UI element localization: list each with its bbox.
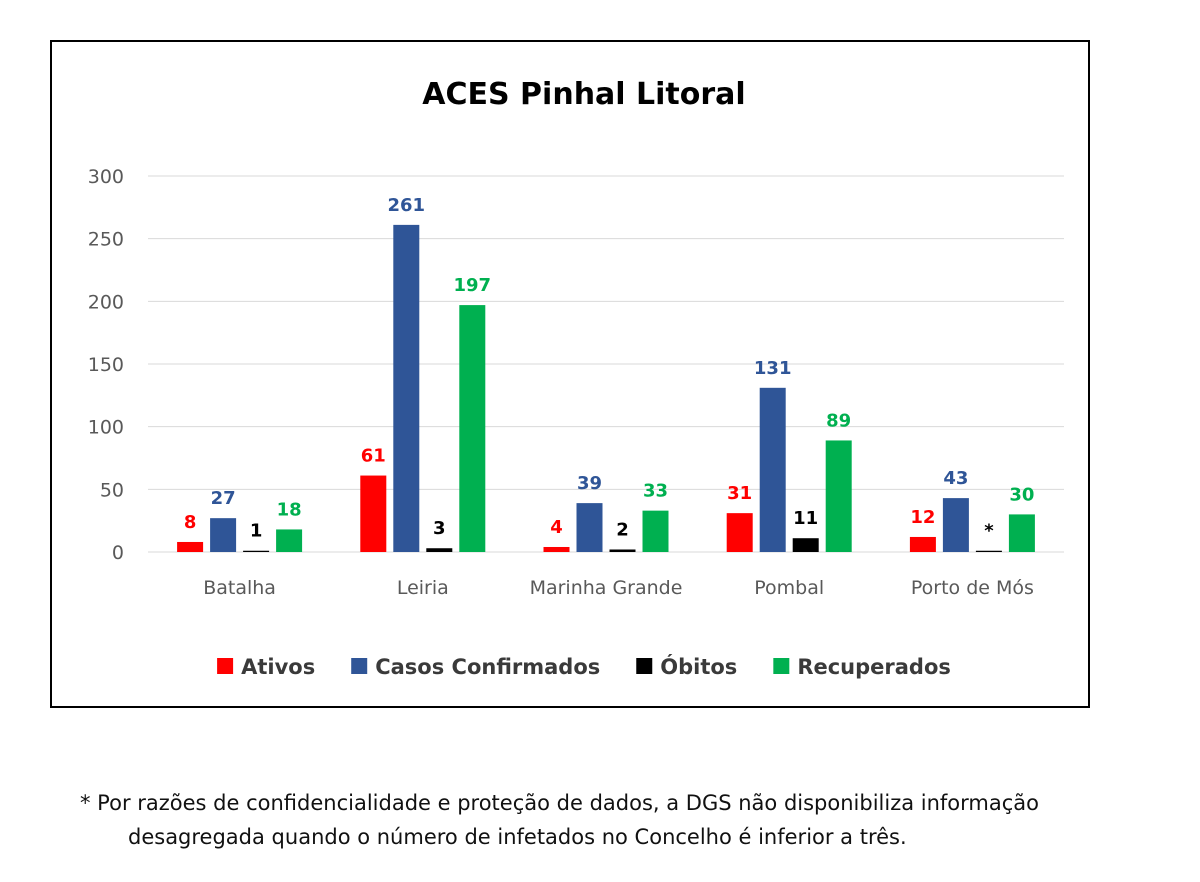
legend-swatch: [217, 658, 234, 674]
bar: [276, 529, 303, 552]
legend-item: Óbitos: [636, 654, 737, 679]
data-label: 3: [433, 518, 446, 539]
legend-item: Recuperados: [773, 655, 951, 679]
y-tick-label: 0: [112, 542, 124, 564]
bar: [576, 503, 603, 552]
y-tick-label: 200: [88, 291, 124, 313]
data-label: 131: [754, 358, 792, 379]
chart-frame: ACES Pinhal Litoral 0 50 100 150 200 250 300 8…: [50, 40, 1090, 708]
y-axis-ticks: 0 50 100 150 200 250 300: [88, 166, 124, 564]
bar: [243, 550, 270, 552]
data-label: 11: [793, 508, 818, 529]
legend-swatch: [351, 658, 368, 674]
data-label: 197: [454, 275, 492, 296]
x-tick-label: Porto de Mós: [911, 577, 1034, 599]
data-label: 61: [361, 446, 386, 467]
data-label: 30: [1009, 484, 1034, 505]
chart-title: ACES Pinhal Litoral: [422, 77, 745, 112]
data-labels: 8 27 1 18 61 261 3 197 4 39 2 33 31 131 11 89 12 43 * 30: [184, 195, 1035, 542]
bar: [942, 498, 969, 552]
bar: [177, 541, 204, 552]
bar: [726, 513, 753, 552]
data-label: *: [984, 521, 994, 542]
bar: [609, 549, 636, 552]
x-tick-label: Marinha Grande: [530, 577, 683, 599]
bar: [1008, 514, 1035, 552]
x-tick-label: Batalha: [203, 577, 276, 599]
bar: [210, 518, 237, 552]
legend-swatch: [636, 658, 653, 674]
data-label: 33: [643, 481, 668, 502]
data-label: 39: [577, 473, 602, 494]
bar: [393, 224, 420, 552]
y-tick-label: 250: [88, 229, 124, 251]
bar: [909, 536, 936, 552]
data-label: 43: [943, 468, 968, 489]
bar: [459, 305, 486, 552]
bar: [426, 548, 453, 552]
data-label: 8: [184, 512, 197, 533]
legend: Ativos Casos Confirmados Óbitos Recuperados: [217, 654, 951, 679]
data-label: 2: [616, 519, 629, 540]
bar: [759, 387, 786, 552]
y-tick-label: 150: [88, 354, 124, 376]
bars: [177, 224, 1035, 552]
footnote-line-2: desagregada quando o número de infetados…: [128, 825, 907, 849]
bar: [792, 538, 819, 552]
legend-item: Casos Confirmados: [351, 655, 600, 679]
legend-label: Óbitos: [660, 654, 737, 679]
bar: [543, 546, 570, 552]
data-label: 261: [388, 195, 426, 216]
bar: [642, 510, 669, 552]
bar: [360, 475, 387, 552]
bar: [825, 440, 852, 552]
x-tick-label: Pombal: [754, 577, 824, 599]
legend-swatch: [773, 658, 790, 674]
data-label: 31: [727, 483, 752, 504]
data-label: 4: [550, 517, 563, 538]
y-tick-label: 50: [100, 479, 124, 501]
data-label: 27: [211, 488, 236, 509]
bar: [975, 550, 1002, 552]
data-label: 18: [277, 499, 302, 520]
legend-label: Casos Confirmados: [375, 655, 600, 679]
x-tick-label: Leiria: [397, 577, 449, 599]
data-label: 1: [250, 521, 263, 542]
data-label: 89: [826, 410, 851, 431]
y-tick-label: 300: [88, 166, 124, 188]
data-label: 12: [910, 507, 935, 528]
y-tick-label: 100: [88, 417, 124, 439]
x-axis-ticks: Batalha Leiria Marinha Grande Pombal Porto d…: [203, 577, 1034, 599]
bar-chart: ACES Pinhal Litoral 0 50 100 150 200 250 300 8…: [88, 77, 1064, 679]
gridlines: [148, 175, 1064, 553]
legend-label: Ativos: [241, 655, 315, 679]
legend-label: Recuperados: [797, 655, 951, 679]
footnote-line-1: * Por razões de confidencialidade e prot…: [80, 791, 1040, 815]
footnote: * Por razões de confidencialidade e prot…: [80, 786, 1180, 854]
legend-item: Ativos: [217, 655, 315, 679]
